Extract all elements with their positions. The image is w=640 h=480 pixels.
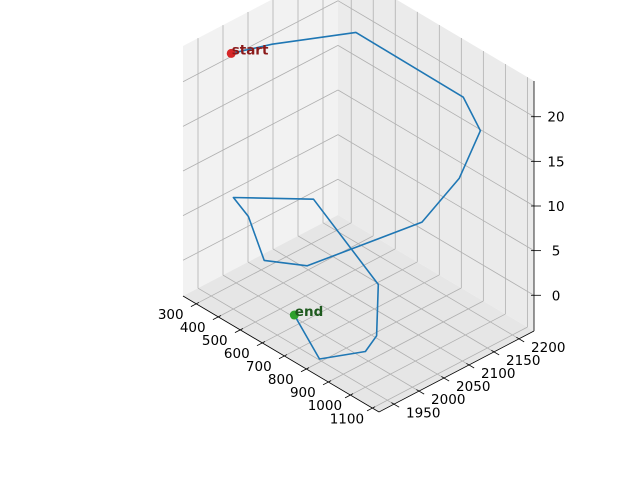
x-axis-line [182,295,380,413]
gridline-x-floor [350,313,506,396]
series-layer [231,31,482,360]
x-tick-label: 300 [158,307,184,323]
x-tick-label: 1000 [308,398,342,414]
x-tick-label: 1100 [330,411,364,427]
gridline-y-floor [222,274,420,392]
x-tick [234,328,244,334]
gridline-x-floor [240,248,396,331]
gridline-z-back [337,178,535,296]
y-tick-label: 2100 [481,366,515,382]
gridline-z-left [182,45,339,127]
x-tick [366,406,376,412]
gridline-y-floor [297,235,495,353]
y-tick-label: 2150 [506,353,540,369]
x-tick [256,341,266,347]
x-tick-label: 600 [224,346,250,362]
gridline-x-floor [196,222,352,305]
x-tick-label: 400 [180,320,206,336]
x-tick [212,315,222,320]
gridline-y-floor [272,248,470,366]
gridline-z-back [337,89,535,207]
pane-x-min [183,0,338,296]
y-tick [441,376,450,382]
gridline-z-left [182,0,339,83]
tick-marks [190,116,541,412]
start-marker [226,48,236,58]
x-tick [300,367,310,373]
y-tick [391,402,400,408]
gridline-z-left [182,134,339,216]
gridline-y-floor [322,222,520,340]
pane-y-max [338,0,534,331]
pane-z-min [183,215,534,412]
gridline-x-floor [262,261,418,344]
x-tick-label: 900 [290,385,316,401]
y-tick [491,350,500,356]
x-tick [278,354,288,360]
y-tick [416,389,425,395]
x-tick [190,302,200,307]
gridline-z-back [337,0,535,118]
y-tick [466,363,475,369]
x-tick-label: 700 [246,359,272,375]
gridline-z-back [337,45,535,162]
x-tick-label: 500 [202,333,228,349]
gridline-y-floor [197,287,395,405]
y-tick-label: 2050 [456,379,490,395]
gridline-x-floor [218,235,374,318]
annotation-layer: start end [226,42,323,320]
y-tick-label: 1950 [406,405,440,421]
z-tick-label: 10 [547,199,564,215]
y-axis-line [378,330,535,413]
gridline-y-floor [247,261,445,379]
gridline-z-left [182,178,339,261]
end-marker [289,310,299,320]
z-tick-label: 20 [547,110,564,126]
start-label: start [232,42,269,58]
gridline-z-left [182,89,339,172]
gridline-x-floor [306,287,462,370]
gridline-x-floor [372,326,528,409]
gridlines [182,0,535,409]
x-tick [322,380,332,386]
z-tick-labels: 0 5 10 15 20 [547,110,564,305]
series-line-0 [231,31,482,360]
y-tick-label: 2200 [531,340,565,356]
end-label: end [295,304,323,320]
y-tick [516,336,525,343]
z-tick-label: 0 [552,288,561,304]
x-tick-label: 800 [268,372,294,388]
z-tick-label: 15 [547,154,564,170]
z-tick-label: 5 [552,244,561,260]
gridline-x-floor [328,300,484,383]
axes-panes [183,0,534,412]
y-tick-label: 2000 [431,392,465,408]
x-tick [344,393,354,399]
gridline-z-back [337,134,535,251]
